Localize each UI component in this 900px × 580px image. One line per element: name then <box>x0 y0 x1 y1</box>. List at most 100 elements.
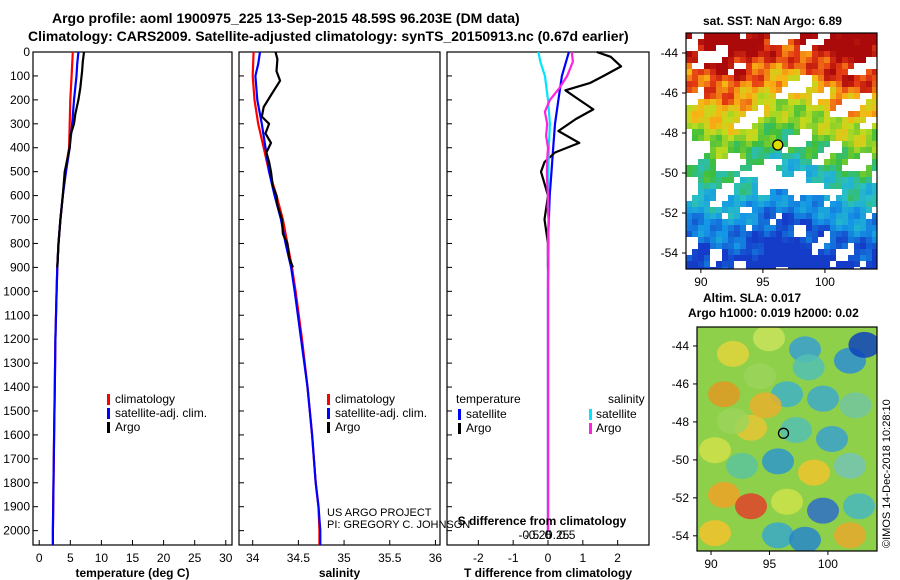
sst-cell <box>734 33 740 39</box>
y-tick-label: 1100 <box>4 308 30 322</box>
sst-cell <box>776 135 782 141</box>
sst-cell <box>812 231 818 237</box>
sst-cell <box>764 123 770 129</box>
sst-cell <box>770 69 776 75</box>
sst-cell <box>728 243 734 249</box>
sst-cell <box>764 63 770 69</box>
sst-cell <box>770 261 776 267</box>
sst-cell <box>806 63 812 69</box>
sst-cell <box>722 129 728 135</box>
sst-cell <box>866 219 872 225</box>
sst-cell <box>860 201 866 207</box>
sst-cell <box>692 171 698 177</box>
sst-cell <box>764 45 770 51</box>
sst-cell <box>830 39 836 45</box>
map-x-tick-label: 90 <box>704 557 718 571</box>
sst-cell <box>752 123 758 129</box>
sst-cell <box>842 117 848 123</box>
sst-cell <box>830 171 836 177</box>
sst-cell <box>848 129 854 135</box>
legend-swatch-satellite <box>327 408 330 419</box>
sst-cell <box>824 57 830 63</box>
sst-cell <box>842 207 848 213</box>
sst-cell <box>698 189 704 195</box>
sst-cell <box>740 249 746 255</box>
sst-cell <box>710 39 716 45</box>
sst-cell <box>800 243 806 249</box>
sst-cell <box>776 117 782 123</box>
sst-cell <box>776 219 782 225</box>
sst-cell <box>758 267 764 269</box>
series-line-satellite-adj-clim- <box>51 51 80 545</box>
sst-cell <box>740 237 746 243</box>
sst-cell <box>758 33 764 39</box>
sst-cell <box>836 243 842 249</box>
sst-cell <box>710 231 716 237</box>
sst-cell <box>800 201 806 207</box>
sst-cell <box>698 99 704 105</box>
sst-cell <box>812 201 818 207</box>
sst-cell <box>752 219 758 225</box>
sst-cell <box>794 159 800 165</box>
sst-cell <box>806 255 812 261</box>
sst-cell <box>746 147 752 153</box>
sst-cell <box>728 75 734 81</box>
sst-cell <box>728 255 734 261</box>
sst-cell <box>734 189 740 195</box>
sst-cell <box>788 45 794 51</box>
y-tick-label: 1000 <box>3 284 30 298</box>
sst-cell <box>842 75 848 81</box>
y-tick-label: 100 <box>10 69 30 83</box>
sst-cell <box>872 231 877 237</box>
salinity-diff-tick-label: -0.5 <box>519 528 540 542</box>
sst-cell <box>698 207 704 213</box>
sst-cell <box>872 93 877 99</box>
sst-cell <box>842 39 848 45</box>
sst-cell <box>716 171 722 177</box>
sst-cell <box>704 45 710 51</box>
sst-cell <box>698 249 704 255</box>
sst-cell <box>872 201 877 207</box>
sst-cell <box>710 213 716 219</box>
sst-cell <box>764 219 770 225</box>
sst-cell <box>842 141 848 147</box>
sst-cell <box>848 81 854 87</box>
sst-cell <box>764 213 770 219</box>
sla-blob <box>744 363 776 390</box>
sst-cell <box>686 33 692 39</box>
sst-cell <box>794 201 800 207</box>
sst-cell <box>704 33 710 39</box>
sst-cell <box>758 261 764 267</box>
sst-cell <box>722 171 728 177</box>
map-y-tick-label: -46 <box>672 377 690 391</box>
sst-cell <box>734 255 740 261</box>
sst-cell <box>764 243 770 249</box>
sst-cell <box>848 195 854 201</box>
sst-cell <box>722 177 728 183</box>
sst-cell <box>860 141 866 147</box>
sst-cell <box>794 57 800 63</box>
sst-cell <box>686 225 692 231</box>
sst-cell <box>758 81 764 87</box>
sst-cell <box>794 45 800 51</box>
sst-cell <box>764 147 770 153</box>
sla-blob <box>807 497 839 524</box>
sst-cell <box>788 207 794 213</box>
sst-cell <box>794 123 800 129</box>
sst-cell <box>746 99 752 105</box>
sst-cell <box>854 39 860 45</box>
map-frame-sla_map <box>696 326 878 552</box>
sst-cell <box>752 93 758 99</box>
sst-cell <box>812 213 818 219</box>
sst-cell <box>686 69 692 75</box>
sst-cell <box>710 63 716 69</box>
sst-cell <box>740 93 746 99</box>
sst-cell <box>794 219 800 225</box>
sst-cell <box>716 63 722 69</box>
sla-blob <box>717 340 749 367</box>
sst-cell <box>716 69 722 75</box>
sst-cell <box>824 141 830 147</box>
sst-cell <box>872 87 877 93</box>
sst-cell <box>704 153 710 159</box>
sst-cell <box>728 249 734 255</box>
